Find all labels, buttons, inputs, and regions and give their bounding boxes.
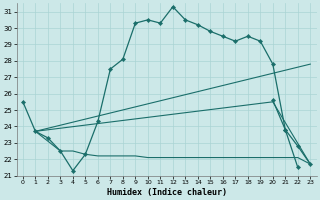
X-axis label: Humidex (Indice chaleur): Humidex (Indice chaleur) xyxy=(107,188,227,197)
